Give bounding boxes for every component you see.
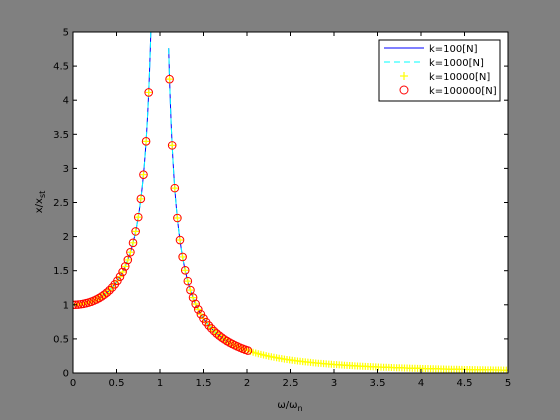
- marker-circle: [191, 299, 200, 309]
- x-tick-label: 0.5: [109, 378, 125, 389]
- marker-plus: [132, 227, 140, 235]
- x-tick-label: 3.5: [370, 378, 386, 389]
- marker-circle: [118, 267, 127, 277]
- marker-circle: [133, 212, 143, 222]
- y-tick-label: 3.5: [53, 130, 69, 141]
- legend-label-k10000: k=10000[N]: [429, 72, 490, 83]
- legend-label-k1000: k=1000[N]: [429, 58, 484, 69]
- marker-circle: [165, 74, 174, 84]
- marker-circle: [196, 309, 206, 319]
- marker-circle: [105, 285, 114, 295]
- marker-circle: [178, 252, 187, 262]
- marker-plus: [129, 239, 137, 247]
- marker-circle: [141, 137, 151, 146]
- legend-swatch-k10000: [400, 72, 408, 80]
- marker-plus: [142, 137, 150, 145]
- legend-label-k100: k=100[N]: [429, 44, 478, 55]
- y-axis-label: x/xst: [34, 191, 47, 214]
- marker-circle: [173, 213, 182, 223]
- x-tick-label: 1.5: [196, 378, 212, 389]
- y-tick-label: 4.5: [53, 62, 69, 73]
- marker-circle: [209, 326, 219, 336]
- marker-plus: [126, 248, 134, 256]
- marker-circle: [139, 170, 148, 179]
- y-tick-label: 1.5: [53, 266, 69, 277]
- marker-circle: [126, 247, 135, 257]
- marker-plus: [171, 184, 179, 192]
- marker-circle: [243, 346, 253, 355]
- marker-circle: [102, 288, 112, 297]
- marker-plus: [189, 294, 197, 302]
- marker-circle: [180, 266, 190, 275]
- legend-swatch-k100000: [399, 85, 409, 95]
- marker-plus: [176, 236, 184, 244]
- y-tick-label: 2: [63, 232, 69, 243]
- marker-circle: [144, 88, 153, 97]
- marker-circle: [167, 141, 177, 150]
- x-tick-label: 4.5: [457, 378, 473, 389]
- marker-plus: [137, 195, 145, 203]
- marker-circle: [207, 324, 216, 333]
- legend-box: [378, 39, 501, 102]
- x-tick-label: 3: [331, 378, 337, 389]
- marker-circle: [100, 290, 109, 299]
- marker-plus: [166, 75, 174, 83]
- marker-circle: [123, 255, 133, 265]
- marker-plus: [179, 253, 187, 261]
- marker-circle: [131, 227, 140, 236]
- marker-plus: [184, 277, 192, 285]
- axes: 0 0.5 1 1.5 2 2.5 3 3.5 4 4.5 5 0 0.5 1 1.5 2 2.5 3 3.5 4 4.…: [53, 28, 511, 390]
- marker-plus: [134, 213, 142, 221]
- x-axis-label: ω/ωn: [277, 400, 302, 413]
- marker-plus: [186, 286, 194, 294]
- x-tick-label: 0: [70, 378, 76, 389]
- marker-circle: [175, 235, 185, 245]
- marker-plus: [505, 369, 508, 371]
- legend: k=100[N] k=1000[N] k=10000[N] k=100000[N…: [378, 39, 501, 102]
- marker-plus: [139, 171, 147, 179]
- marker-circle: [115, 272, 125, 282]
- y-tick-label: 5: [63, 28, 69, 39]
- marker-plus: [173, 214, 181, 222]
- marker-plus: [124, 256, 132, 264]
- marker-plus: [168, 141, 176, 149]
- y-tick-label: 4: [63, 96, 69, 107]
- marker-circle: [193, 305, 203, 314]
- y-tick-label: 0.5: [53, 334, 69, 345]
- x-tick-label: 2.5: [283, 378, 299, 389]
- x-tick-label: 5: [505, 378, 511, 389]
- marker-circle: [222, 336, 232, 346]
- marker-circle: [204, 321, 214, 330]
- x-tick-label: 4: [418, 378, 424, 389]
- y-tick-label: 3: [63, 164, 69, 175]
- marker-circle: [136, 194, 146, 204]
- marker-circle: [186, 285, 195, 295]
- marker-circle: [212, 329, 221, 338]
- y-tick-label: 2.5: [53, 198, 69, 209]
- marker-circle: [128, 238, 138, 248]
- x-tick-label: 1: [157, 378, 163, 389]
- legend-label-k100000: k=100000[N]: [429, 86, 497, 97]
- marker-circle: [170, 183, 180, 193]
- marker-circle: [183, 276, 193, 286]
- x-tick-label: 2: [244, 378, 250, 389]
- marker-circle: [107, 283, 117, 292]
- marker-plus: [145, 88, 153, 96]
- marker-plus: [181, 266, 189, 274]
- y-tick-label: 1: [63, 300, 69, 311]
- y-tick-label: 0: [63, 369, 69, 380]
